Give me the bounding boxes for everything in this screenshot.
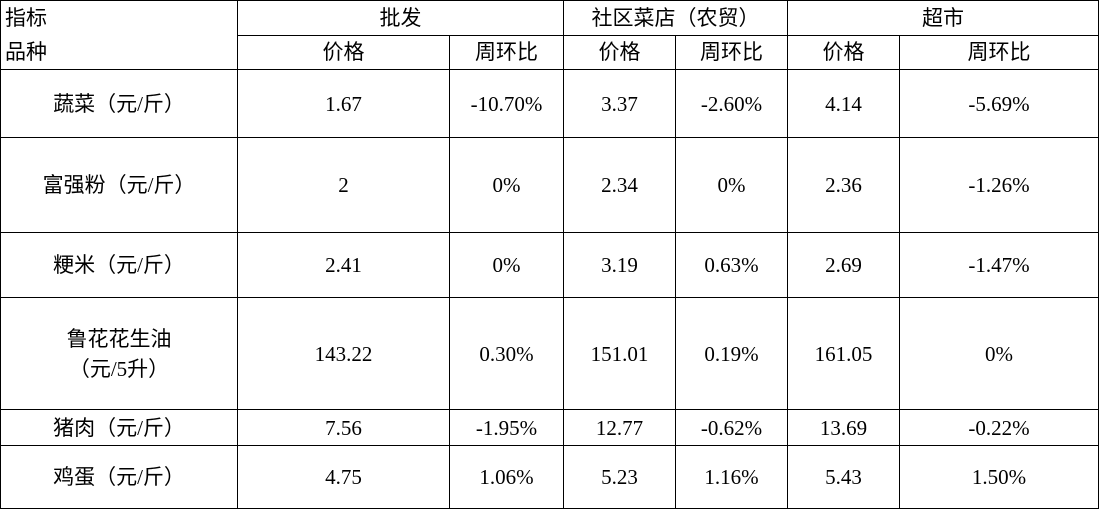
group-header: 批发 xyxy=(237,0,564,36)
indicator-label: 指标 xyxy=(5,6,47,30)
row-name-line: 鸡蛋（元/斤） xyxy=(53,465,185,489)
row-name-line: 蔬菜（元/斤） xyxy=(53,91,185,116)
cell-value: 151.01 xyxy=(563,297,676,410)
cell-value: 1.67 xyxy=(237,69,450,138)
cell-value: 5.23 xyxy=(563,445,676,509)
cell-value: 0% xyxy=(449,232,564,298)
subheader: 周环比 xyxy=(449,34,564,70)
row-name-line: 粳米（元/斤） xyxy=(53,253,185,277)
row-name: 富强粉（元/斤） xyxy=(0,137,238,233)
cell-value: 7.56 xyxy=(237,409,450,446)
cell-value: 1.06% xyxy=(449,445,564,509)
cell-value: 143.22 xyxy=(237,297,450,410)
corner-cell: 指标 品种 xyxy=(0,0,238,70)
cell-value: 0.30% xyxy=(449,297,564,410)
cell-value: 0% xyxy=(449,137,564,233)
subheader: 价格 xyxy=(563,34,676,70)
row-name-line: 鲁花花生油 xyxy=(66,326,172,351)
cell-value: 2.41 xyxy=(237,232,450,298)
table-body: 蔬菜（元/斤） 1.67 -10.70% 3.37 -2.60% 4.14 -5.69% 富强… xyxy=(0,69,1099,509)
cell-value: -0.62% xyxy=(675,409,788,446)
row-name: 猪肉（元/斤） xyxy=(0,409,238,446)
table-row: 富强粉（元/斤） 2 0% 2.34 0% 2.36 -1.26% xyxy=(0,137,1099,233)
cell-value: 1.16% xyxy=(675,445,788,509)
table-row: 粳米（元/斤） 2.41 0% 3.19 0.63% 2.69 -1.47% xyxy=(0,232,1099,298)
cell-value: 2 xyxy=(237,137,450,233)
cell-value: 13.69 xyxy=(787,409,900,446)
cell-value: 2.69 xyxy=(787,232,900,298)
cell-value: 1.50% xyxy=(899,445,1099,509)
variety-label: 品种 xyxy=(5,40,47,64)
cell-value: 0.19% xyxy=(675,297,788,410)
cell-value: -5.69% xyxy=(899,69,1099,138)
row-name: 鸡蛋（元/斤） xyxy=(0,445,238,509)
cell-value: 2.36 xyxy=(787,137,900,233)
cell-value: 0% xyxy=(899,297,1099,410)
cell-value: -1.95% xyxy=(449,409,564,446)
subheader: 价格 xyxy=(787,34,900,70)
cell-value: 2.34 xyxy=(563,137,676,233)
cell-value: -0.22% xyxy=(899,409,1099,446)
table-row: 鲁花花生油 （元/5升） 143.22 0.30% 151.01 0.19% 161.05 0… xyxy=(0,297,1099,410)
cell-value: 12.77 xyxy=(563,409,676,446)
cell-value: 5.43 xyxy=(787,445,900,509)
table-row: 猪肉（元/斤） 7.56 -1.95% 12.77 -0.62% 13.69 -0.22% xyxy=(0,409,1099,446)
subheader: 周环比 xyxy=(899,34,1099,70)
group-header: 社区菜店（农贸） xyxy=(563,0,788,36)
group-header: 超市 xyxy=(787,0,1099,36)
cell-value: 3.37 xyxy=(563,69,676,138)
cell-value: -10.70% xyxy=(449,69,564,138)
header-row: 指标 品种 批发 社区菜店（农贸） 超市 xyxy=(0,0,1099,70)
cell-value: 3.19 xyxy=(563,232,676,298)
cell-value: -2.60% xyxy=(675,69,788,138)
row-name-line: 猪肉（元/斤） xyxy=(53,415,185,440)
cell-value: -1.26% xyxy=(899,137,1099,233)
cell-value: -1.47% xyxy=(899,232,1099,298)
table-row: 鸡蛋（元/斤） 4.75 1.06% 5.23 1.16% 5.43 1.50% xyxy=(0,445,1099,509)
row-name-line: 富强粉（元/斤） xyxy=(42,173,196,197)
cell-value: 0% xyxy=(675,137,788,233)
row-name: 粳米（元/斤） xyxy=(0,232,238,298)
cell-value: 4.75 xyxy=(237,445,450,509)
subheader: 价格 xyxy=(237,34,450,70)
table-row: 蔬菜（元/斤） 1.67 -10.70% 3.37 -2.60% 4.14 -5.69% xyxy=(0,69,1099,138)
cell-value: 4.14 xyxy=(787,69,900,138)
cell-value: 0.63% xyxy=(675,232,788,298)
row-name: 蔬菜（元/斤） xyxy=(0,69,238,138)
cell-value: 161.05 xyxy=(787,297,900,410)
row-name-line: （元/5升） xyxy=(68,356,170,381)
row-name: 鲁花花生油 （元/5升） xyxy=(0,297,238,410)
subheader: 周环比 xyxy=(675,34,788,70)
